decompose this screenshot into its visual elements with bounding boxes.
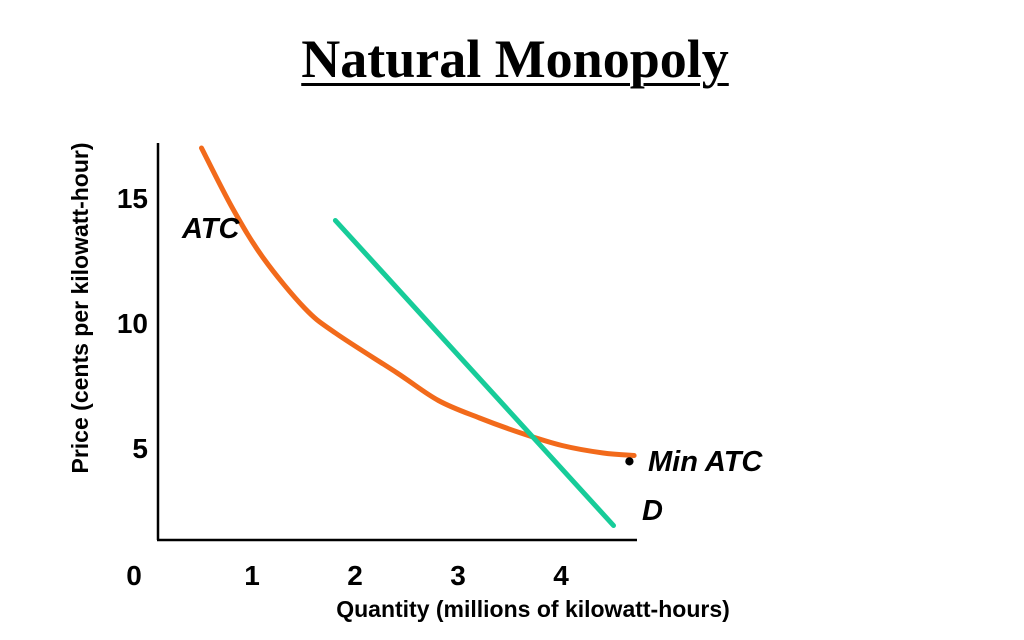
- d-curve-label: D: [642, 495, 663, 527]
- y-tick-label-5: 5: [132, 433, 148, 464]
- y-tick-label-10: 10: [117, 308, 148, 339]
- x-tick-label-2: 2: [347, 560, 363, 591]
- x-tick-label-0: 0: [126, 560, 142, 591]
- min-atc-marker: •: [624, 446, 634, 478]
- x-tick-label-3: 3: [450, 560, 466, 591]
- atc-curve: [199, 145, 637, 458]
- x-axis-title: Quantity (millions of kilowatt-hours): [336, 596, 730, 622]
- atc-curve-label: ATC: [181, 213, 241, 245]
- d-curve: [332, 218, 616, 528]
- min-atc-label: Min ATC: [648, 446, 763, 478]
- y-axis-title: Price (cents per kilowatt-hour): [67, 142, 93, 473]
- y-tick-label-15: 15: [117, 183, 148, 214]
- chart-title: Natural Monopoly: [301, 29, 729, 89]
- x-tick-label-1: 1: [244, 560, 260, 591]
- x-tick-label-4: 4: [553, 560, 569, 591]
